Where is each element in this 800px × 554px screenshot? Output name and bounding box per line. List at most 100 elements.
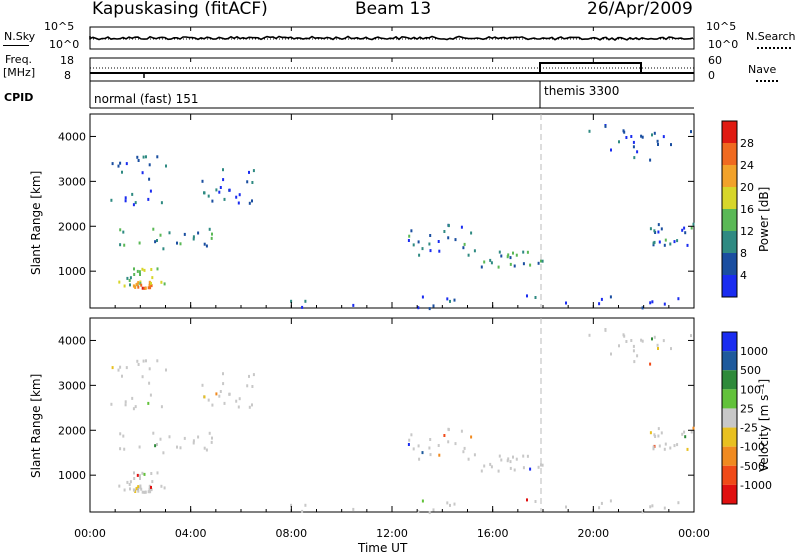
velocity-point [418,457,421,461]
power-point [139,282,142,286]
nsearch-top-tick: 10^5 [706,20,737,33]
y-tick-label: 4000 [58,130,86,143]
velocity-colorbar-tick: -500 [740,460,765,473]
power-point [438,249,441,253]
power-point [156,239,158,242]
velocity-point [141,490,144,494]
velocity-point [670,347,672,351]
nsearch-label: N.Search [746,30,796,43]
power-point [490,261,493,265]
power-colorbar-swatch [722,165,737,187]
power-point [489,258,492,262]
velocity-point [683,430,686,434]
x-tick-label: 04:00 [175,527,207,540]
velocity-point [649,431,652,435]
velocity-point [145,359,147,363]
y-tick-label: 1000 [58,469,86,482]
velocity-point [509,460,512,464]
velocity-point [537,465,540,469]
velocity-point [168,435,171,439]
power-point [657,230,660,234]
velocity-point [421,499,424,503]
velocity-point [632,349,635,353]
velocity-point [301,509,304,513]
power-point [470,231,473,235]
power-point [223,197,226,201]
velocity-colorbar-swatch [722,465,737,485]
power-point [156,267,159,271]
power-point [656,139,659,143]
power-point [137,159,140,162]
velocity-point [129,480,132,484]
velocity-point [147,490,150,494]
velocity-point [147,401,150,405]
date-title: 26/Apr/2009 [587,0,693,19]
velocity-point [140,487,143,491]
velocity-point [143,490,146,494]
x-tick-label: 12:00 [376,527,408,540]
power-point [137,281,140,285]
power-point [235,195,238,199]
power-point [480,265,483,269]
power-point [131,192,134,196]
power-colorbar: 4 8 12 16 20 24 28 [721,120,754,298]
power-point [122,230,125,234]
power-point [352,303,355,307]
velocity-colorbar-tick: -1000 [740,479,772,492]
power-point [636,150,639,154]
power-point [462,246,465,250]
velocity-point [541,463,544,467]
power-point [652,243,655,247]
power-point [192,237,195,241]
power-point [168,231,171,235]
power-point [652,241,655,245]
velocity-point [460,429,463,433]
power-point [676,239,679,243]
velocity-point [658,444,661,448]
power-point [160,201,163,205]
power-point [498,250,501,254]
velocity-point [686,447,689,451]
nave-legend-line [756,80,778,82]
velocity-point [649,505,652,509]
nsearch-legend-line [757,47,791,49]
power-point [215,188,218,192]
power-point [507,253,510,257]
power-point [228,188,231,192]
velocity-point [630,339,633,342]
power-point [141,171,144,175]
y-tick-label: 4000 [58,334,86,347]
velocity-point [121,374,123,378]
power-point [641,306,644,310]
power-point [446,297,449,301]
velocity-point [641,510,644,514]
power-point [148,163,151,167]
power-colorbar-swatch [722,187,737,209]
power-point [152,227,155,231]
velocity-point [203,446,206,450]
velocity-point [432,508,435,512]
power-point [604,124,607,128]
cpid-themis: themis 3300 [544,84,620,98]
power-point [246,180,249,184]
freq-label: Freq. [5,53,33,66]
power-point [304,299,307,303]
velocity-point [192,441,195,445]
velocity-point [651,504,654,508]
power-point [657,223,660,227]
velocity-point [522,454,525,458]
velocity-point [207,398,210,402]
velocity-scatter [110,328,695,515]
power-point [412,243,415,247]
power-point [453,298,456,302]
velocity-point [141,471,144,475]
velocity-point [149,393,152,397]
velocity-point [446,501,449,505]
velocity-point [136,473,139,477]
velocity-point [657,347,659,350]
velocity-point [447,428,450,432]
power-point [651,300,654,304]
velocity-point [138,474,141,478]
power-point [447,224,450,228]
